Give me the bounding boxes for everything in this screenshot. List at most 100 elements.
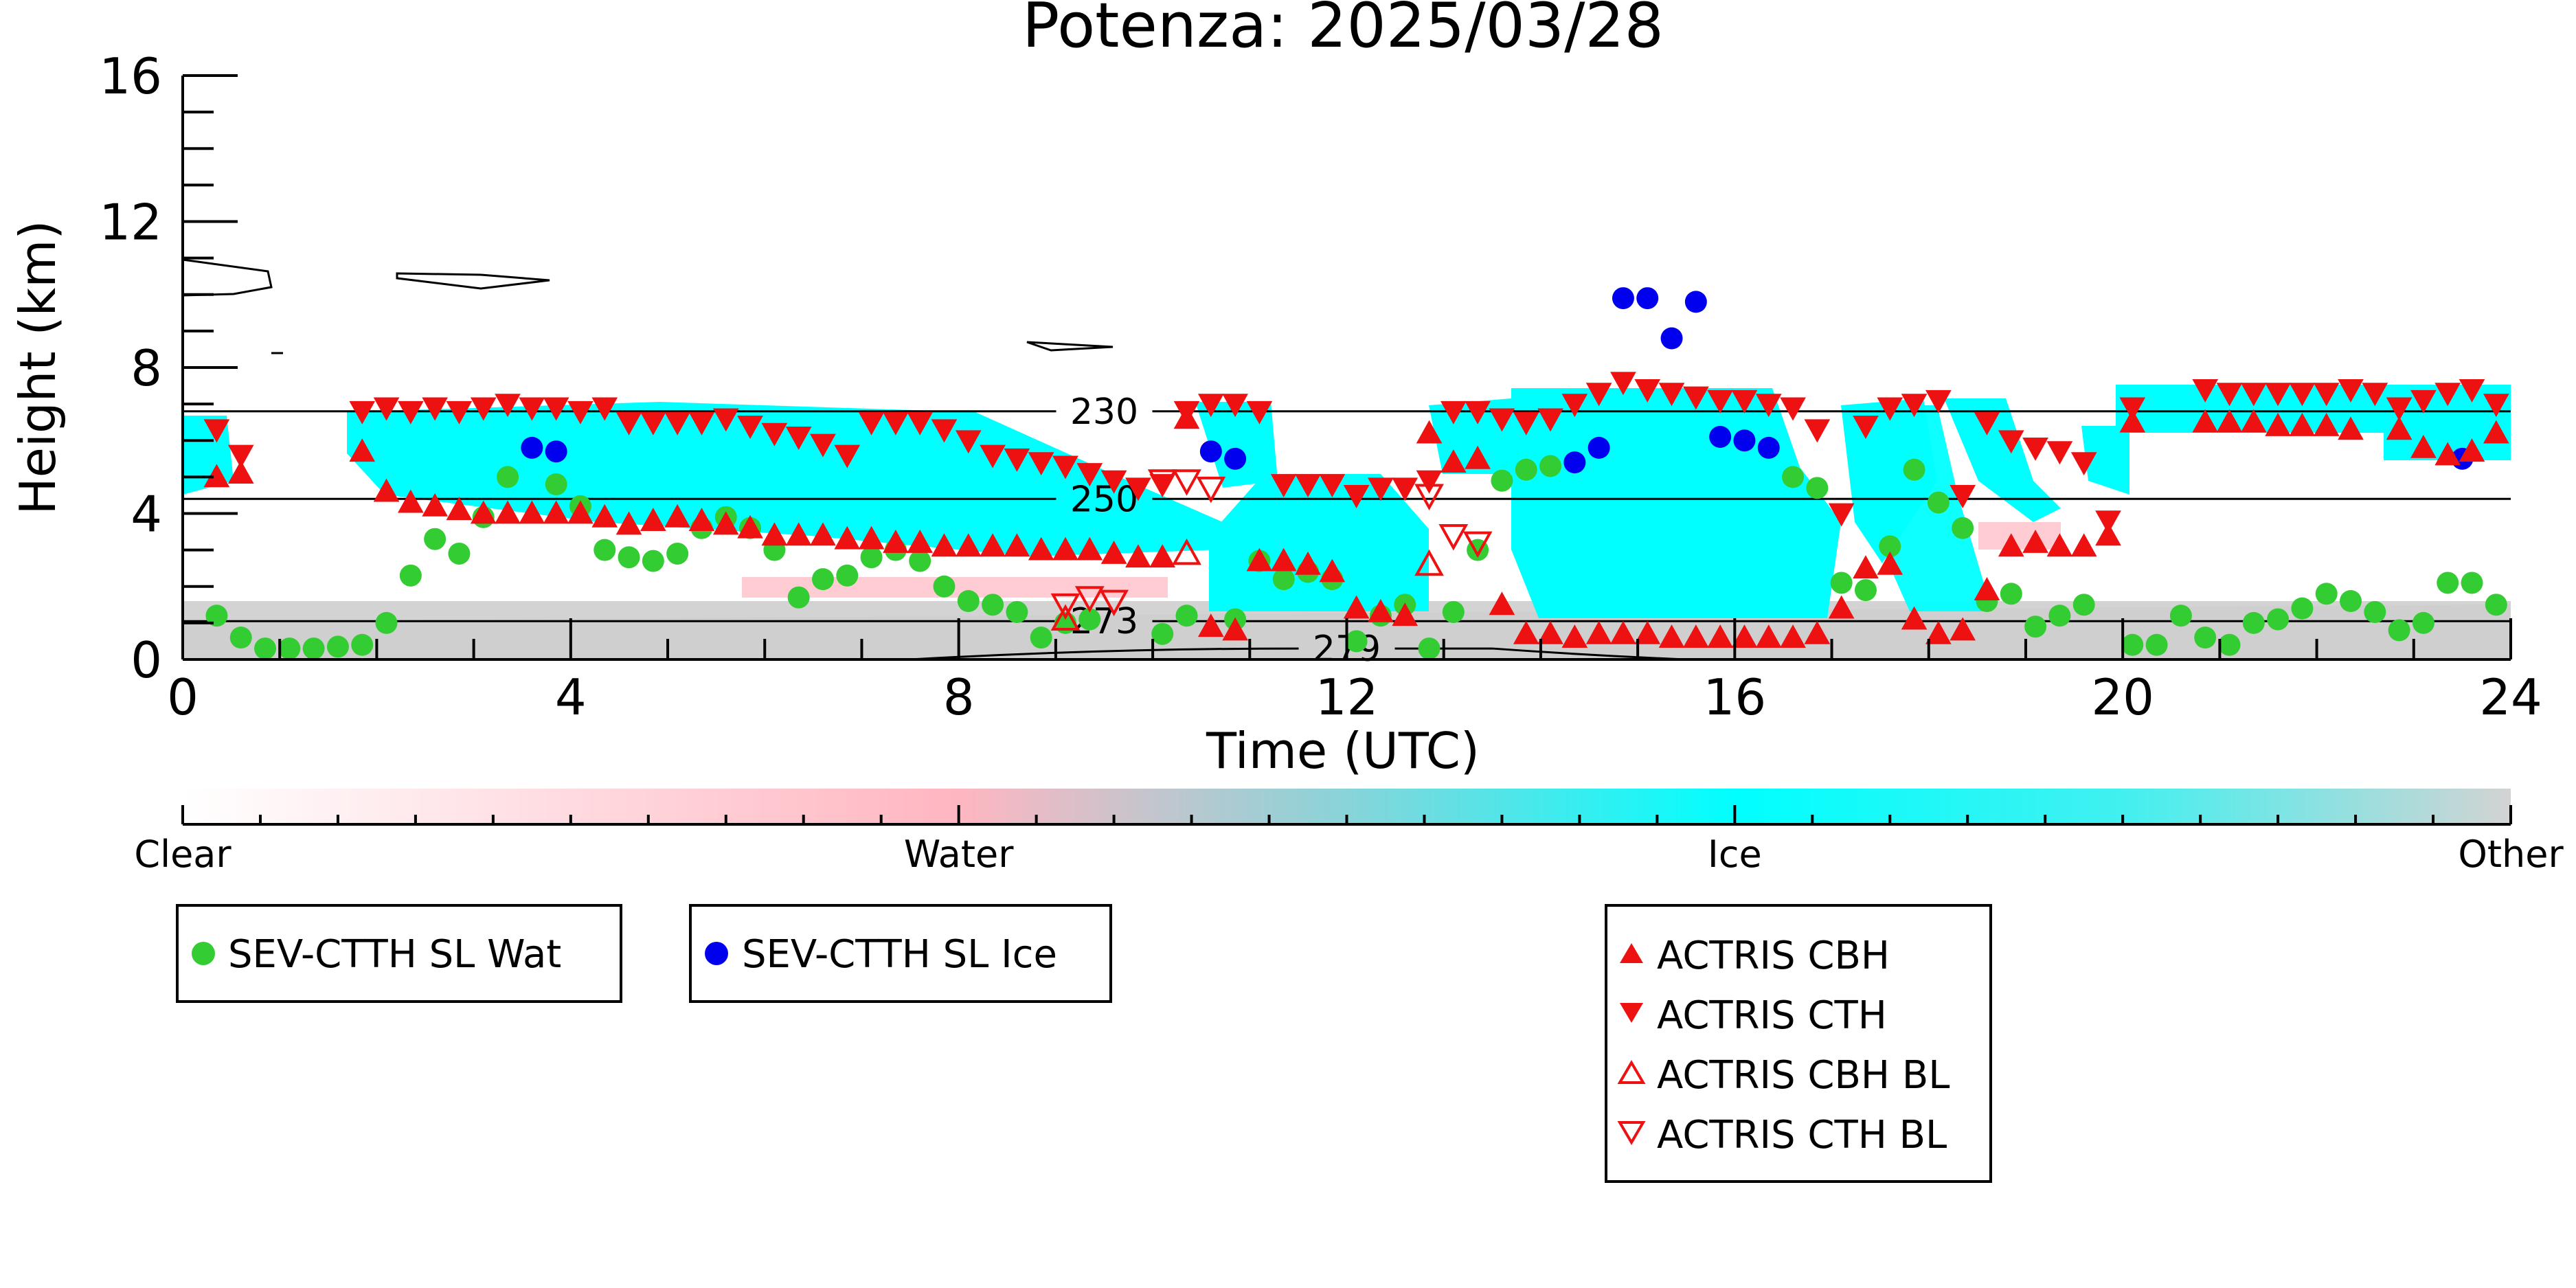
marker-actris-cth [591, 397, 618, 421]
marker-actris-cth [2022, 437, 2048, 461]
marker-sev-ctth-sl-wat [1952, 517, 1974, 539]
marker-actris-cth [1853, 416, 1879, 440]
marker-sev-ctth-sl-ice [1709, 425, 1732, 448]
marker-actris-cbh [2240, 409, 2267, 433]
marker-actris-cbh [1343, 595, 1370, 619]
marker-actris-cbh [1780, 624, 1806, 648]
marker-sev-ctth-sl-wat [1806, 477, 1829, 499]
marker-actris-cbh [955, 533, 982, 557]
contour-fragment [1026, 341, 1114, 352]
marker-sev-ctth-sl-wat [1078, 608, 1101, 631]
marker-actris-cbh [712, 511, 739, 535]
marker-actris-cth [1950, 485, 1976, 508]
marker-actris-cth [2338, 379, 2364, 403]
marker-actris-cbh [2313, 412, 2340, 436]
marker-actris-cth [203, 419, 230, 443]
marker-actris-cbh [373, 478, 400, 502]
marker-sev-ctth-sl-wat [2388, 619, 2410, 642]
marker-actris-cth [2119, 397, 2146, 421]
marker-actris-cth-bl [1414, 484, 1444, 511]
marker-actris-cth [1076, 463, 1103, 487]
marker-actris-cbh [1610, 620, 1636, 644]
marker-actris-cth [373, 397, 400, 421]
marker-actris-cth [712, 408, 739, 432]
marker-sev-ctth-sl-wat [1030, 626, 1052, 649]
ice-region [1195, 402, 1278, 488]
marker-sev-ctth-sl-wat [787, 586, 810, 609]
colorbar-label-ice: Ice [1708, 833, 1762, 876]
marker-sev-ctth-sl-wat [1272, 568, 1295, 591]
marker-actris-cth [1197, 394, 1224, 418]
marker-actris-cth [1901, 394, 1928, 418]
y-tick-label: 16 [99, 47, 162, 105]
marker-sev-ctth-sl-wat [351, 633, 374, 656]
marker-actris-cbh [1974, 577, 2000, 600]
marker-actris-cth [664, 411, 691, 436]
marker-sev-ctth-sl-ice [545, 440, 567, 463]
marker-actris-cbh [2410, 434, 2437, 458]
legend-marker-cth-bl [1617, 1121, 1646, 1145]
marker-sev-ctth-sl-wat [1006, 600, 1028, 623]
marker-actris-cbh [810, 522, 836, 546]
marker-actris-cth [907, 411, 934, 436]
marker-sev-ctth-sl-wat [2024, 615, 2047, 638]
marker-actris-cth [2459, 379, 2485, 403]
marker-actris-cth [1440, 400, 1467, 425]
marker-sev-ctth-sl-wat [1927, 491, 1950, 514]
marker-actris-cth [688, 411, 715, 436]
marker-actris-cbh [2070, 533, 2097, 557]
marker-actris-cth [1368, 477, 1394, 501]
marker-sev-ctth-sl-wat [811, 568, 834, 591]
marker-actris-cbh [1828, 595, 1855, 619]
marker-actris-cth [1998, 430, 2024, 454]
marker-actris-cbh [688, 508, 715, 532]
marker-actris-cth [397, 400, 424, 425]
marker-actris-cbh [1658, 624, 1685, 648]
marker-actris-cbh [1465, 445, 1491, 469]
legend-label-wat: SEV-CTTH SL Wat [228, 932, 561, 977]
marker-actris-cth [1004, 448, 1030, 472]
y-tick-label: 0 [131, 631, 162, 689]
marker-actris-cbh [1440, 449, 1467, 473]
marker-sev-ctth-sl-wat [2000, 583, 2022, 605]
marker-actris-cbh [2216, 409, 2243, 433]
y-tick-label: 8 [131, 339, 162, 397]
marker-actris-cbh-bl [1414, 549, 1444, 576]
marker-actris-cth [1319, 474, 1346, 498]
legend-actris: ACTRIS CBH ACTRIS CTH ACTRIS CBH BL ACTR… [1605, 904, 1992, 1183]
marker-actris-cth [1100, 470, 1127, 494]
marker-actris-cth [955, 430, 982, 454]
legend-label-cth-bl: ACTRIS CTH BL [1657, 1113, 1947, 1157]
marker-sev-ctth-sl-wat [448, 542, 471, 565]
marker-actris-cth [1707, 389, 1734, 414]
marker-actris-cth [2216, 383, 2243, 407]
ice-region [1429, 398, 1511, 474]
marker-sev-ctth-sl-wat [2048, 605, 2071, 627]
legend-marker-cbh-bl [1617, 1060, 1646, 1084]
marker-sev-ctth-sl-ice [1757, 436, 1780, 459]
marker-actris-cth [1974, 411, 2000, 436]
marker-actris-cth [1634, 379, 1661, 403]
contour-label-230: 230 [1070, 392, 1138, 433]
marker-actris-cbh [495, 500, 521, 524]
marker-sev-ctth-sl-wat [545, 473, 567, 495]
marker-actris-cth-bl [1172, 469, 1201, 496]
marker-actris-cth [2070, 452, 2097, 476]
ice-region [347, 402, 1223, 556]
marker-sev-ctth-sl-wat [1854, 579, 1877, 602]
marker-actris-cth [2265, 383, 2291, 407]
marker-sev-ctth-sl-ice [1733, 429, 1756, 452]
marker-sev-ctth-sl-wat [2169, 605, 2192, 627]
marker-actris-cth [761, 422, 788, 447]
marker-sev-ctth-sl-wat [205, 605, 228, 627]
marker-actris-cbh [2119, 409, 2146, 433]
legend-label-cbh-bl: ACTRIS CBH BL [1657, 1053, 1950, 1098]
y-tick-label: 12 [99, 194, 162, 251]
x-tick-label: 8 [943, 668, 975, 726]
temperature-contours: 230250273279 [183, 392, 2511, 670]
marker-actris-cbh [2434, 442, 2461, 466]
marker-sev-ctth-sl-wat [642, 550, 664, 572]
ice-region [2116, 385, 2511, 460]
marker-actris-cbh [1877, 551, 1903, 575]
marker-sev-ctth-sl-wat [1175, 605, 1198, 627]
